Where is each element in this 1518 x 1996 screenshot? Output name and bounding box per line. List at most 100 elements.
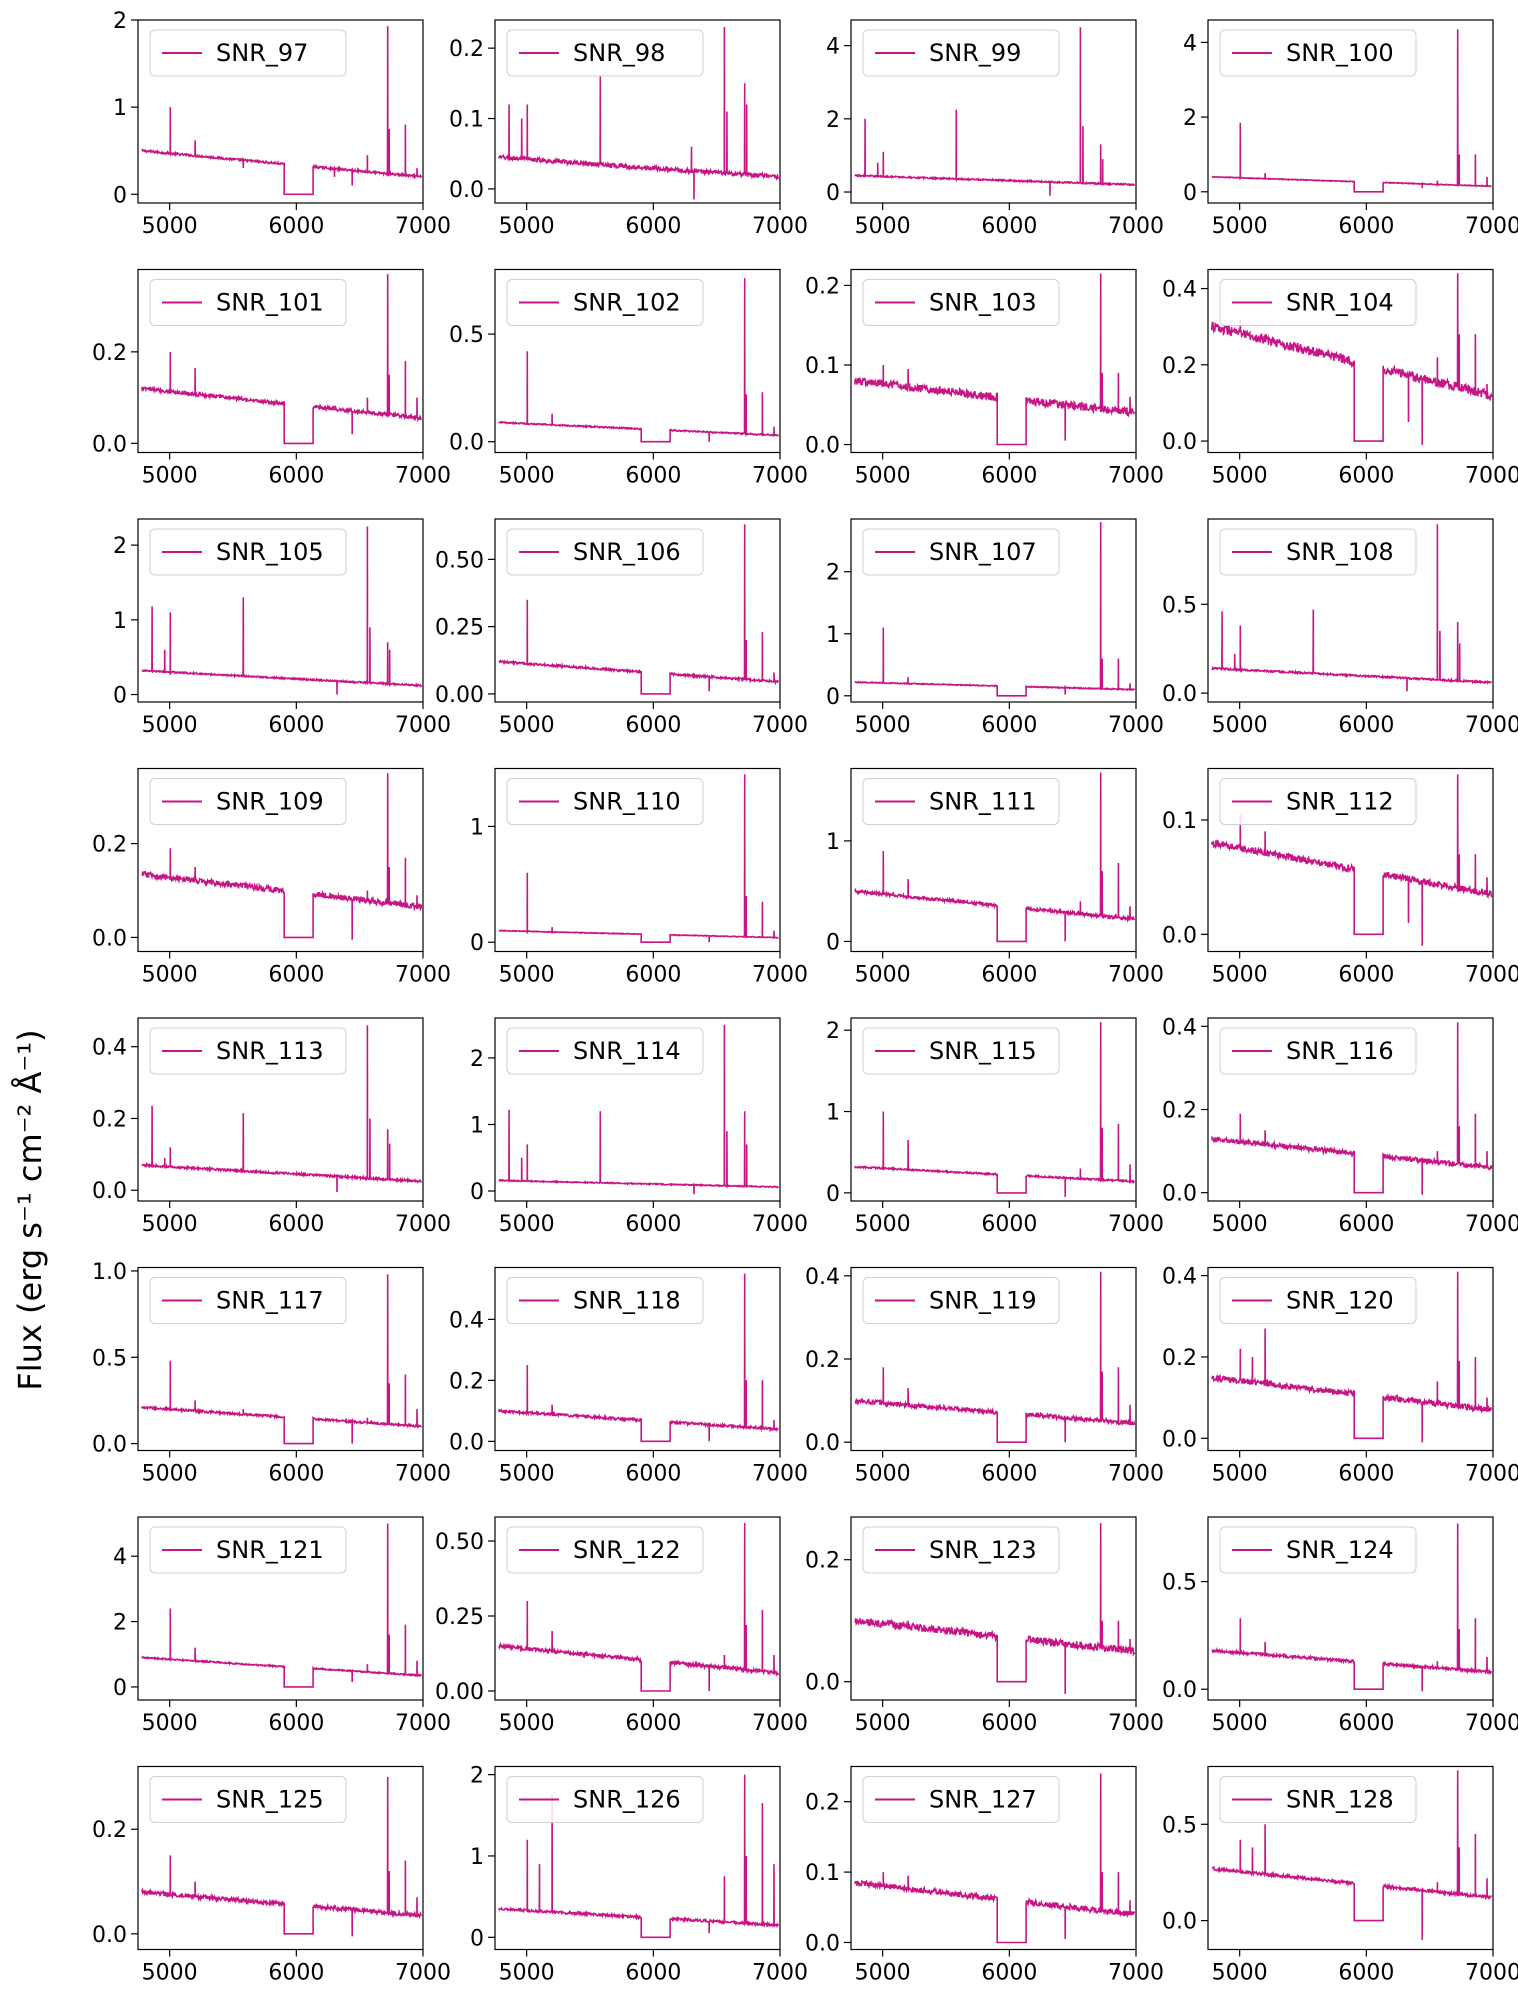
spectrum-line-SNR_124 xyxy=(1211,1523,1493,1692)
spectrum-line-SNR_99 xyxy=(854,27,1136,196)
spectrum-line-SNR_126 xyxy=(498,1774,780,1939)
panel-SNR_112: 5000 6000 7000 0.0 0.1 SNR_112 xyxy=(1162,767,1518,988)
legend-label: SNR_106 xyxy=(573,538,681,566)
panel-SNR_121: 5000 6000 7000 0 2 4 SNR_121 xyxy=(113,1516,451,1736)
y-tick-label: 0.1 xyxy=(449,108,484,133)
legend-box xyxy=(149,1027,347,1075)
x-tick-label: 6000 xyxy=(981,1462,1037,1487)
x-tick-label: 7000 xyxy=(1465,1462,1518,1487)
spectrum-line-SNR_118 xyxy=(498,1273,779,1443)
x-tick-label: 7000 xyxy=(1465,963,1518,988)
x-tick-label: 6000 xyxy=(981,1212,1037,1237)
y-tick-label: 2 xyxy=(826,561,840,586)
panel-SNR_100: 5000 6000 7000 0 2 4 SNR_100 xyxy=(1183,19,1518,239)
panel-SNR_104: 5000 6000 7000 0.0 0.2 0.4 SNR_104 xyxy=(1162,268,1518,489)
spectrum-line-SNR_122 xyxy=(498,1522,780,1692)
legend-label: SNR_105 xyxy=(216,538,324,566)
y-tick-label: 1 xyxy=(826,830,840,855)
x-tick-label: 7000 xyxy=(395,1961,451,1986)
y-tick-label: 0.0 xyxy=(449,178,484,203)
axes-frame xyxy=(137,1516,424,1701)
x-tick-label: 5000 xyxy=(1212,1711,1268,1736)
y-tick-label: 0.25 xyxy=(435,616,484,641)
legend-box xyxy=(862,778,1060,825)
axes-frame xyxy=(1207,19,1494,204)
x-tick-label: 5000 xyxy=(855,713,911,738)
y-tick-label: 1 xyxy=(826,1101,840,1126)
y-tick-label: 0.0 xyxy=(1162,682,1197,707)
legend-box xyxy=(149,528,347,576)
panel-SNR_99: 5000 6000 7000 0 2 4 SNR_99 xyxy=(826,19,1164,239)
axes-frame xyxy=(850,767,1137,953)
x-tick-label: 6000 xyxy=(625,1212,681,1237)
panel-SNR_102: 5000 6000 7000 0.0 0.5 SNR_102 xyxy=(449,268,808,489)
legend-label: SNR_102 xyxy=(573,289,681,317)
legend-label: SNR_122 xyxy=(573,1536,681,1564)
y-tick-label: 4 xyxy=(113,1545,127,1570)
y-tick-label: 0.0 xyxy=(92,1923,127,1948)
y-tick-label: 0.0 xyxy=(1162,1910,1197,1935)
legend-label: SNR_113 xyxy=(216,1037,324,1065)
y-tick-label: 0.4 xyxy=(449,1308,484,1333)
x-tick-label: 7000 xyxy=(395,963,451,988)
spectrum-line-SNR_116 xyxy=(1211,1022,1493,1195)
x-tick-label: 7000 xyxy=(1108,1462,1164,1487)
legend-label: SNR_126 xyxy=(573,1786,681,1814)
x-tick-label: 6000 xyxy=(625,1711,681,1736)
y-tick-label: 0.2 xyxy=(92,1818,127,1843)
legend-box xyxy=(1219,1526,1417,1574)
x-tick-label: 7000 xyxy=(1108,1961,1164,1986)
spectrum-line-SNR_102 xyxy=(498,278,780,443)
legend-box xyxy=(1219,29,1417,77)
x-tick-label: 7000 xyxy=(752,713,808,738)
y-tick-label: 2 xyxy=(826,1019,840,1044)
axes-frame xyxy=(137,767,424,953)
legend-label: SNR_100 xyxy=(1286,39,1394,67)
x-tick-label: 5000 xyxy=(142,963,198,988)
y-tick-label: 0.0 xyxy=(805,434,840,459)
y-tick-label: 0 xyxy=(113,684,127,709)
x-tick-label: 7000 xyxy=(395,214,451,239)
legend-label: SNR_99 xyxy=(929,39,1021,67)
legend-box xyxy=(1219,279,1417,326)
legend-box xyxy=(149,1776,347,1823)
legend-box xyxy=(1219,1776,1417,1823)
y-tick-label: 0.50 xyxy=(435,548,484,573)
axes-frame xyxy=(494,1017,781,1202)
y-tick-label: 0.4 xyxy=(92,1036,127,1061)
x-tick-label: 7000 xyxy=(1108,713,1164,738)
spectrum-line-SNR_98 xyxy=(498,26,780,200)
panel-SNR_119: 5000 6000 7000 0.0 0.2 0.4 SNR_119 xyxy=(805,1265,1164,1487)
y-tick-label: 0.2 xyxy=(805,274,840,299)
x-tick-label: 6000 xyxy=(625,464,681,489)
x-tick-label: 6000 xyxy=(625,713,681,738)
axes-frame xyxy=(850,19,1137,204)
axes-frame xyxy=(494,767,781,953)
x-tick-label: 6000 xyxy=(268,1711,324,1736)
spectrum-line-SNR_105 xyxy=(141,526,423,695)
y-tick-label: 0.0 xyxy=(805,1431,840,1456)
axes-frame xyxy=(1207,268,1494,454)
y-tick-label: 0.2 xyxy=(449,1369,484,1394)
spectrum-line-SNR_103 xyxy=(854,273,1136,446)
legend-box xyxy=(1219,1027,1417,1075)
y-tick-label: 0.2 xyxy=(805,1549,840,1574)
y-tick-label: 0 xyxy=(826,930,840,955)
legend-label: SNR_104 xyxy=(1286,289,1394,317)
y-tick-label: 4 xyxy=(1183,31,1197,56)
axes-frame xyxy=(137,19,424,204)
panel-SNR_117: 5000 6000 7000 0.0 0.5 1.0 SNR_117 xyxy=(92,1260,451,1487)
x-tick-label: 5000 xyxy=(855,1711,911,1736)
axes-frame xyxy=(850,1765,1137,1951)
y-tick-label: 0.2 xyxy=(92,833,127,858)
spectrum-line-SNR_112 xyxy=(1211,774,1493,946)
x-tick-label: 7000 xyxy=(752,1961,808,1986)
x-tick-label: 6000 xyxy=(1338,1462,1394,1487)
x-tick-label: 7000 xyxy=(752,464,808,489)
x-tick-label: 7000 xyxy=(1108,963,1164,988)
x-tick-label: 6000 xyxy=(981,713,1037,738)
x-tick-label: 7000 xyxy=(752,214,808,239)
y-tick-label: 0.0 xyxy=(92,1433,127,1458)
x-tick-label: 7000 xyxy=(1108,1212,1164,1237)
